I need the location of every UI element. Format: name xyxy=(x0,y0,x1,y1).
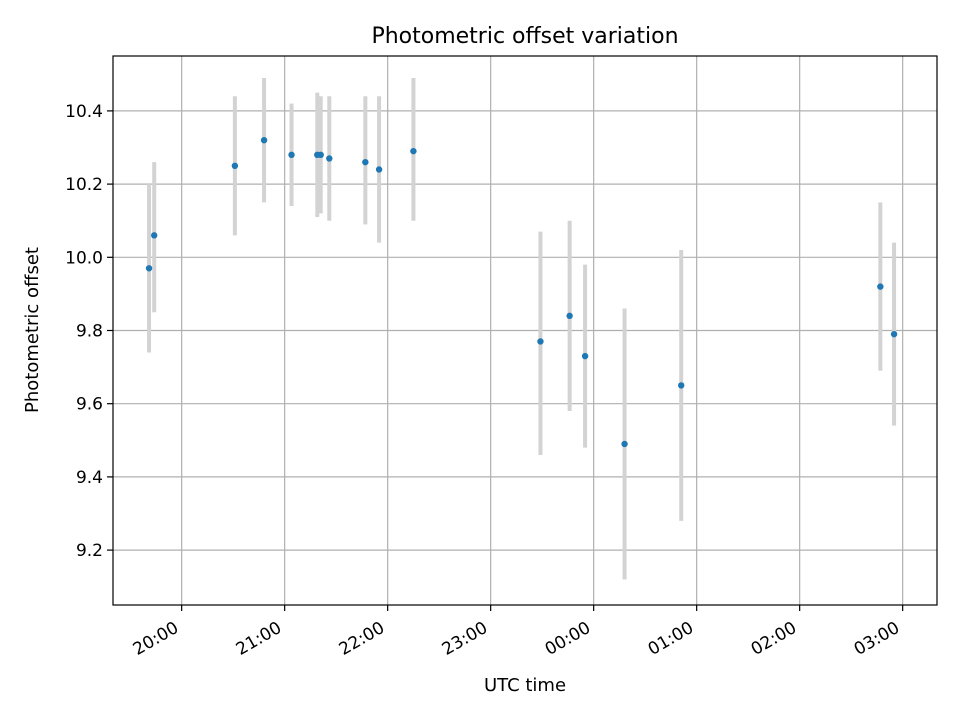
data-point xyxy=(145,265,153,272)
x-axis-title: UTC time xyxy=(484,675,566,696)
data-point xyxy=(317,151,324,159)
data-point xyxy=(326,155,333,162)
data-point xyxy=(678,382,685,389)
data-point xyxy=(890,330,898,338)
data-point xyxy=(410,147,417,155)
data-point xyxy=(362,158,369,166)
y-tick-label: 9.6 xyxy=(76,395,103,415)
data-point xyxy=(288,151,295,159)
y-tick-label: 10.4 xyxy=(65,102,103,122)
data-point xyxy=(260,136,268,144)
data-point xyxy=(375,166,383,173)
data-point xyxy=(566,312,573,320)
grid-lines xyxy=(113,56,937,605)
y-tick-label: 10.0 xyxy=(65,248,103,268)
y-axis-ticks: 9.2 9.4 9.6 9.8 10.0 10.2 10.4 xyxy=(65,102,113,561)
data-point xyxy=(151,232,158,239)
y-tick-label: 9.4 xyxy=(76,468,103,488)
data-points xyxy=(145,136,898,448)
data-point xyxy=(621,440,628,448)
data-point xyxy=(581,352,589,360)
chart-title: Photometric offset variation xyxy=(371,24,678,49)
data-point xyxy=(231,162,239,169)
y-tick-label: 10.2 xyxy=(65,175,103,195)
data-point xyxy=(877,283,884,290)
data-point xyxy=(537,338,544,345)
y-axis-title: Photometric offset xyxy=(22,247,43,413)
y-tick-label: 9.8 xyxy=(76,322,103,342)
y-tick-label: 9.2 xyxy=(76,541,103,561)
